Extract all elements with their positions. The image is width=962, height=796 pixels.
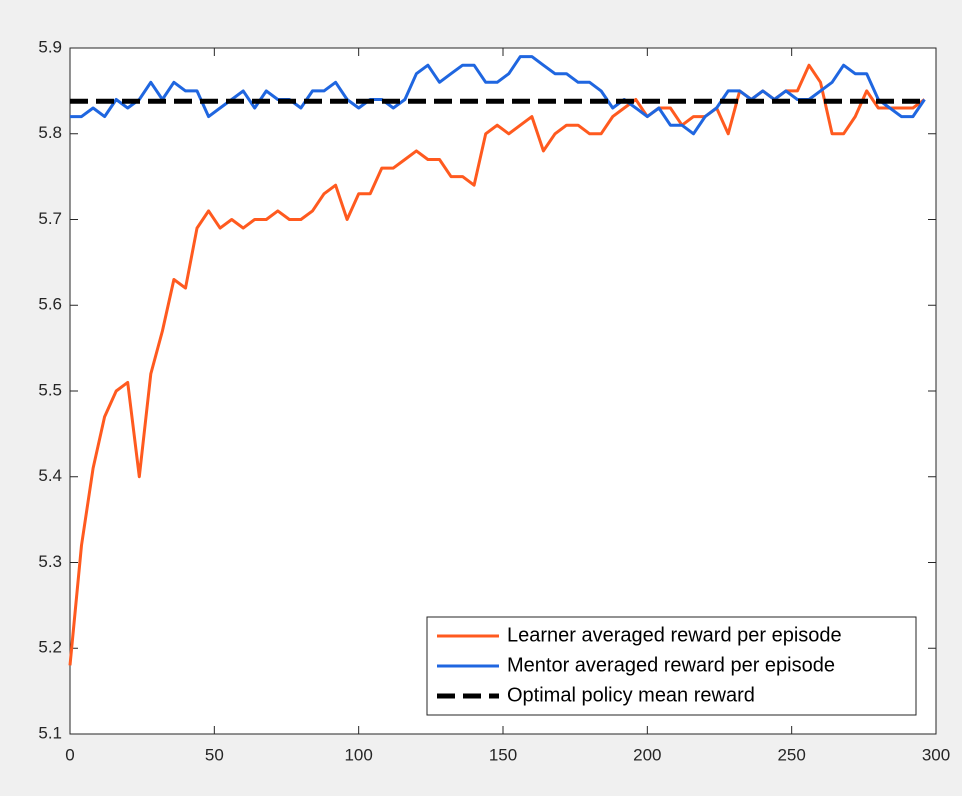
y-tick-label: 5.7 <box>38 209 62 228</box>
y-tick-label: 5.3 <box>38 552 62 571</box>
y-tick-label: 5.6 <box>38 295 62 314</box>
legend-label: Learner averaged reward per episode <box>507 624 842 646</box>
x-tick-label: 300 <box>922 745 950 764</box>
y-tick-label: 5.8 <box>38 123 62 142</box>
series-line <box>70 55 926 136</box>
y-tick-label: 5.9 <box>38 37 62 56</box>
y-tick-label: 5.5 <box>38 380 62 399</box>
x-tick-label: 100 <box>344 745 372 764</box>
x-tick-label: 150 <box>489 745 517 764</box>
x-tick-label: 250 <box>777 745 805 764</box>
y-tick-label: 5.2 <box>38 638 62 657</box>
x-tick-label: 50 <box>205 745 224 764</box>
legend: Learner averaged reward per episode Mento… <box>426 616 917 716</box>
x-tick-label: 0 <box>65 745 74 764</box>
x-tick-label: 200 <box>633 745 661 764</box>
y-tick-label: 5.4 <box>38 466 62 485</box>
legend-label: Mentor averaged reward per episode <box>507 654 835 676</box>
legend-label: Optimal policy mean reward <box>507 684 755 706</box>
legend-box <box>426 616 917 716</box>
y-tick-label: 5.1 <box>38 723 62 742</box>
